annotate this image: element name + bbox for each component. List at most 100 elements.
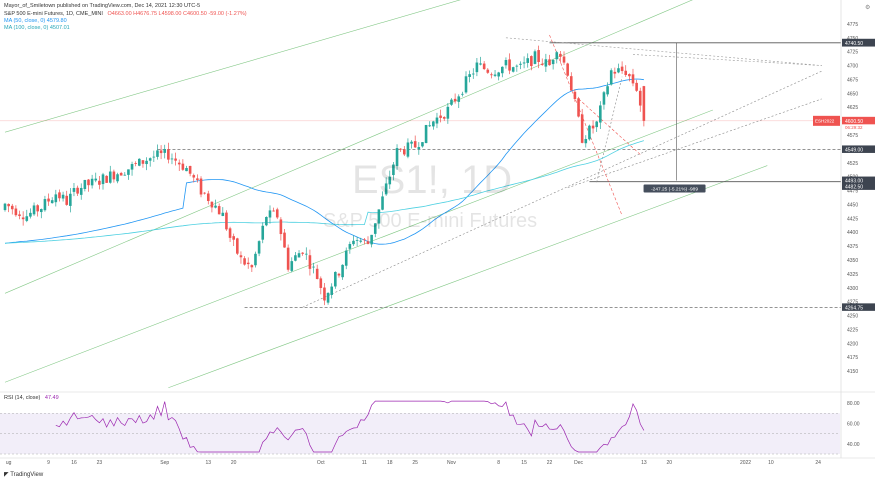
- candle-body: [130, 164, 134, 170]
- candle-body: [32, 205, 36, 215]
- rsi-pane: 40.00 60.00 80.00: [0, 391, 875, 455]
- candle-body: [348, 244, 352, 249]
- candle-body: [562, 56, 566, 63]
- trend-line: [505, 37, 822, 66]
- symbol-info: S&P 500 E-mini Futures, 1D, CME_MINI O46…: [4, 11, 250, 17]
- candle-body: [490, 74, 493, 76]
- rsi-tick-label: 80.00: [847, 401, 860, 407]
- rsi-tick-label: 40.00: [847, 442, 860, 448]
- candle-body: [421, 142, 424, 147]
- candle-body: [228, 228, 232, 238]
- candle-body: [236, 238, 239, 254]
- candle-body: [294, 255, 297, 261]
- candle-body: [580, 114, 584, 143]
- price-tick-label: 4525: [847, 161, 858, 167]
- price-tick-label: 4150: [847, 369, 858, 375]
- candle-body: [599, 105, 602, 123]
- candle-body: [58, 192, 61, 199]
- candle-body: [617, 68, 620, 73]
- candle-body: [573, 91, 577, 100]
- price-label-box: [842, 116, 875, 125]
- candle-body: [471, 73, 475, 75]
- candle-body: [403, 149, 406, 155]
- moving-averages: [4, 78, 645, 245]
- trend-line: [578, 98, 641, 155]
- time-tick-label: 8: [497, 460, 500, 466]
- candle-body: [188, 165, 192, 174]
- candle-body: [453, 98, 457, 102]
- candle-body: [304, 253, 308, 255]
- candle-body: [283, 232, 286, 248]
- time-tick-label: Nov: [447, 460, 456, 466]
- settings-icon[interactable]: ⚙: [865, 5, 871, 11]
- candle-body: [54, 194, 58, 203]
- candle-body: [7, 203, 10, 207]
- price-tick-label: 4400: [847, 230, 858, 236]
- candle-body: [101, 174, 105, 185]
- candle-body: [428, 125, 432, 127]
- candle-body: [486, 69, 490, 73]
- price-tick-label: 4675: [847, 77, 858, 83]
- candle-body: [392, 164, 395, 176]
- candle-body: [275, 209, 279, 218]
- candle-body: [21, 217, 25, 220]
- candle-body: [246, 262, 250, 265]
- price-tick-label: 4375: [847, 244, 858, 250]
- candle-body: [355, 240, 359, 241]
- candle-body: [559, 53, 562, 57]
- candle-body: [141, 160, 145, 164]
- candle-body: [3, 203, 7, 211]
- rsi-value: 47.49: [44, 395, 59, 401]
- candle-body: [315, 268, 319, 279]
- candle-body: [508, 59, 511, 71]
- candle-body: [239, 255, 243, 258]
- rsi-legend[interactable]: RSI (14, close) 47.49: [4, 395, 62, 401]
- symbol-line: S&P 500 E-mini Futures, 1D, CME_MINI: [4, 11, 103, 17]
- channel-line: [4, 0, 693, 294]
- candle-body: [290, 261, 294, 271]
- price-tick-label: 4450: [847, 202, 858, 208]
- price-label-text: 4549.00: [845, 147, 863, 153]
- candle-body: [588, 125, 591, 140]
- candle-body: [551, 59, 555, 65]
- price-tick-label: 4775: [847, 22, 858, 28]
- countdown-text: 06:29:32: [845, 125, 863, 130]
- candle-body: [108, 171, 112, 183]
- price-labels: 4741.004740.504600.504549.004493.004482.…: [813, 38, 875, 311]
- tradingview-logo[interactable]: ◤ TradingView: [4, 471, 43, 478]
- candle-body: [138, 158, 141, 166]
- price-label-text: 4740.50: [845, 41, 863, 47]
- candle-body: [185, 167, 188, 172]
- candle-body: [14, 208, 18, 216]
- candle-body: [210, 201, 214, 208]
- ma50-legend[interactable]: MA (50, close, 0) 4579.80: [4, 18, 67, 24]
- candle-body: [148, 158, 152, 161]
- candle-body: [152, 156, 156, 158]
- candle-body: [199, 178, 203, 195]
- price-tick-label: 4200: [847, 341, 858, 347]
- tradingview-logo-icon: ◤: [4, 472, 9, 478]
- candle-body: [635, 82, 638, 91]
- price-label-text: 4264.75: [845, 305, 863, 311]
- candle-body: [530, 56, 533, 67]
- candle-body: [406, 142, 410, 157]
- candle-body: [548, 59, 551, 66]
- candle-body: [344, 250, 348, 266]
- trend-line: [549, 34, 623, 216]
- measure-label-box: [643, 184, 706, 193]
- candle-body: [457, 96, 461, 102]
- candle-body: [352, 240, 355, 245]
- candle-body: [475, 62, 479, 73]
- ma100-legend[interactable]: MA (100, close, 0) 4507.01: [4, 25, 70, 31]
- candle-body: [613, 71, 617, 74]
- candle-body: [79, 187, 83, 195]
- candle-body: [279, 219, 283, 235]
- candle-body: [337, 273, 341, 276]
- candle-body: [65, 195, 69, 205]
- candle-body: [217, 206, 221, 215]
- candle-body: [105, 175, 108, 183]
- candle-body: [442, 117, 446, 119]
- candle-body: [69, 193, 72, 206]
- candle-body: [297, 253, 301, 258]
